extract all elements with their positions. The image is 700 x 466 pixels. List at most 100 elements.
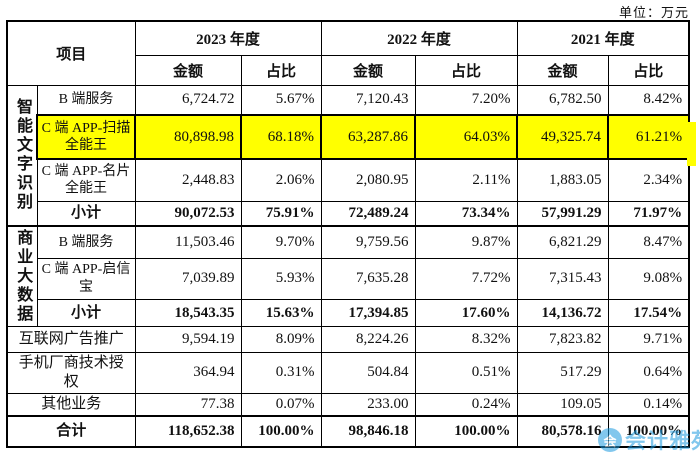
year-header-2023: 2023 年度 <box>134 20 322 56</box>
cell-ratio: 2.11% <box>414 158 518 202</box>
row-item-label: 合计 <box>6 415 136 448</box>
cell-amount: 118,652.38 <box>134 415 242 448</box>
row-item-label: C 端 APP-名片全能王 <box>36 158 136 202</box>
cell-amount: 7,120.43 <box>320 84 416 116</box>
cell-amount: 6,821.29 <box>516 224 609 259</box>
group-label-ocr: 智能文字识别 <box>6 84 38 227</box>
table-row-total: 合计 118,652.38 100.00% 98,846.18 100.00% … <box>6 415 690 448</box>
cell-ratio: 100.00% <box>240 415 322 448</box>
table-row: 手机厂商技术授权 364.94 0.31% 504.84 0.51% 517.2… <box>6 352 690 394</box>
table-header-subcols: 金额 占比 金额 占比 金额 占比 <box>7 54 690 86</box>
cell-amount: 6,724.72 <box>134 84 242 116</box>
cell-ratio: 9.08% <box>607 257 690 301</box>
cell-amount: 504.84 <box>320 352 416 394</box>
cell-amount: 2,080.95 <box>320 158 416 202</box>
cell-amount: 17,394.85 <box>320 299 416 327</box>
cell-ratio: 8.42% <box>607 84 690 116</box>
corner-header: 项目 <box>6 20 136 86</box>
cell-amount: 9,759.56 <box>320 224 416 259</box>
cell-amount: 7,823.82 <box>516 326 609 353</box>
subheader-amount-2023: 金额 <box>134 54 242 86</box>
table-row: 互联网广告推广 9,594.19 8.09% 8,224.26 8.32% 7,… <box>6 326 690 353</box>
cell-ratio: 0.14% <box>607 392 690 417</box>
unit-label: 单位：万元 <box>618 5 689 20</box>
cell-amount: 109.05 <box>516 392 609 417</box>
cell-amount: 14,136.72 <box>516 299 609 327</box>
cell-ratio: 7.20% <box>414 84 518 116</box>
row-item-label: B 端服务 <box>36 224 136 259</box>
cell-ratio: 0.64% <box>607 352 690 394</box>
table-header-years: 项目 2023 年度 2022 年度 2021 年度 <box>6 20 690 86</box>
cell-ratio: 17.60% <box>414 299 518 327</box>
table-row-highlighted: C 端 APP-扫描全能王 80,898.98 68.18% 63,287.86… <box>7 114 691 160</box>
subheader-ratio-2023: 占比 <box>240 54 322 86</box>
row-item-label: C 端 APP-启信宝 <box>36 257 136 301</box>
year-header-2022: 2022 年度 <box>320 20 518 56</box>
cell-ratio: 9.87% <box>414 224 518 259</box>
cell-amount: 80,578.16 <box>516 415 609 448</box>
cell-amount: 7,635.28 <box>320 257 416 301</box>
highlight-overshoot <box>687 122 696 166</box>
cell-ratio: 5.67% <box>240 84 322 116</box>
cell-ratio: 8.47% <box>607 224 690 259</box>
row-item-label: C 端 APP-扫描全能王 <box>35 114 137 160</box>
cell-ratio: 73.34% <box>414 200 518 227</box>
cell-amount: 7,039.89 <box>134 257 242 301</box>
revenue-table: 项目 2023 年度 2022 年度 2021 年度 金额 占比 金额 占比 金… <box>6 20 691 448</box>
cell-ratio: 8.32% <box>414 326 518 353</box>
cell-ratio: 7.72% <box>414 257 518 301</box>
cell-amount: 1,883.05 <box>516 158 609 202</box>
cell-ratio: 0.31% <box>240 352 322 394</box>
cell-amount: 57,991.29 <box>516 200 609 227</box>
cell-amount: 517.29 <box>516 352 609 394</box>
cell-amount: 8,224.26 <box>320 326 416 353</box>
cell-ratio: 2.06% <box>240 158 322 202</box>
cell-amount: 90,072.53 <box>134 200 242 227</box>
cell-ratio: 0.07% <box>240 392 322 417</box>
cell-ratio: 5.93% <box>240 257 322 301</box>
cell-amount: 364.94 <box>134 352 242 394</box>
cell-amount: 63,287.86 <box>320 114 417 160</box>
cell-amount: 11,503.46 <box>134 224 242 259</box>
cell-amount: 77.38 <box>134 392 242 417</box>
cell-ratio: 17.54% <box>607 299 690 327</box>
table-row: C 端 APP-名片全能王 2,448.83 2.06% 2,080.95 2.… <box>7 158 690 202</box>
row-item-label: 其他业务 <box>6 392 136 417</box>
cell-amount: 2,448.83 <box>134 158 242 202</box>
cell-amount: 7,315.43 <box>516 257 609 301</box>
year-header-2021: 2021 年度 <box>516 20 690 56</box>
cell-amount: 49,325.74 <box>516 114 610 160</box>
cell-ratio: 75.91% <box>240 200 322 227</box>
cell-ratio: 15.63% <box>240 299 322 327</box>
row-item-label: B 端服务 <box>36 84 136 116</box>
cell-ratio: 64.03% <box>414 114 519 160</box>
cell-amount: 9,594.19 <box>134 326 242 353</box>
subheader-amount-2021: 金额 <box>516 54 609 86</box>
cell-amount: 80,898.98 <box>134 114 243 160</box>
cell-ratio: 9.71% <box>607 326 690 353</box>
cell-ratio: 68.18% <box>240 114 323 160</box>
cell-ratio: 100.00% <box>414 415 518 448</box>
subheader-ratio-2021: 占比 <box>607 54 690 86</box>
cell-ratio: 2.34% <box>607 158 690 202</box>
group-label-bigdata: 商业大数据 <box>6 225 38 327</box>
cell-ratio: 61.21% <box>607 114 691 160</box>
cell-ratio: 0.51% <box>414 352 518 394</box>
table-row: 其他业务 77.38 0.07% 233.00 0.24% 109.05 0.1… <box>6 392 690 417</box>
subheader-amount-2022: 金额 <box>320 54 416 86</box>
row-item-label: 互联网广告推广 <box>6 326 136 353</box>
cell-amount: 18,543.35 <box>134 299 242 327</box>
table-row: C 端 APP-启信宝 7,039.89 5.93% 7,635.28 7.72… <box>7 257 690 301</box>
cell-amount: 72,489.24 <box>320 200 416 227</box>
cell-amount: 98,846.18 <box>320 415 416 448</box>
table-row-subtotal: 小计 18,543.35 15.63% 17,394.85 17.60% 14,… <box>7 299 690 327</box>
subheader-ratio-2022: 占比 <box>414 54 518 86</box>
table-row: 商业大数据 B 端服务 11,503.46 9.70% 9,759.56 9.8… <box>6 224 690 327</box>
cell-ratio: 71.97% <box>607 200 690 227</box>
row-item-label: 小计 <box>36 299 136 327</box>
cell-ratio: 9.70% <box>240 224 322 259</box>
cell-ratio: 0.24% <box>414 392 518 417</box>
row-item-label: 手机厂商技术授权 <box>6 352 136 394</box>
table-row-subtotal: 小计 90,072.53 75.91% 72,489.24 73.34% 57,… <box>7 200 690 227</box>
cell-ratio: 100.00% <box>607 415 690 448</box>
